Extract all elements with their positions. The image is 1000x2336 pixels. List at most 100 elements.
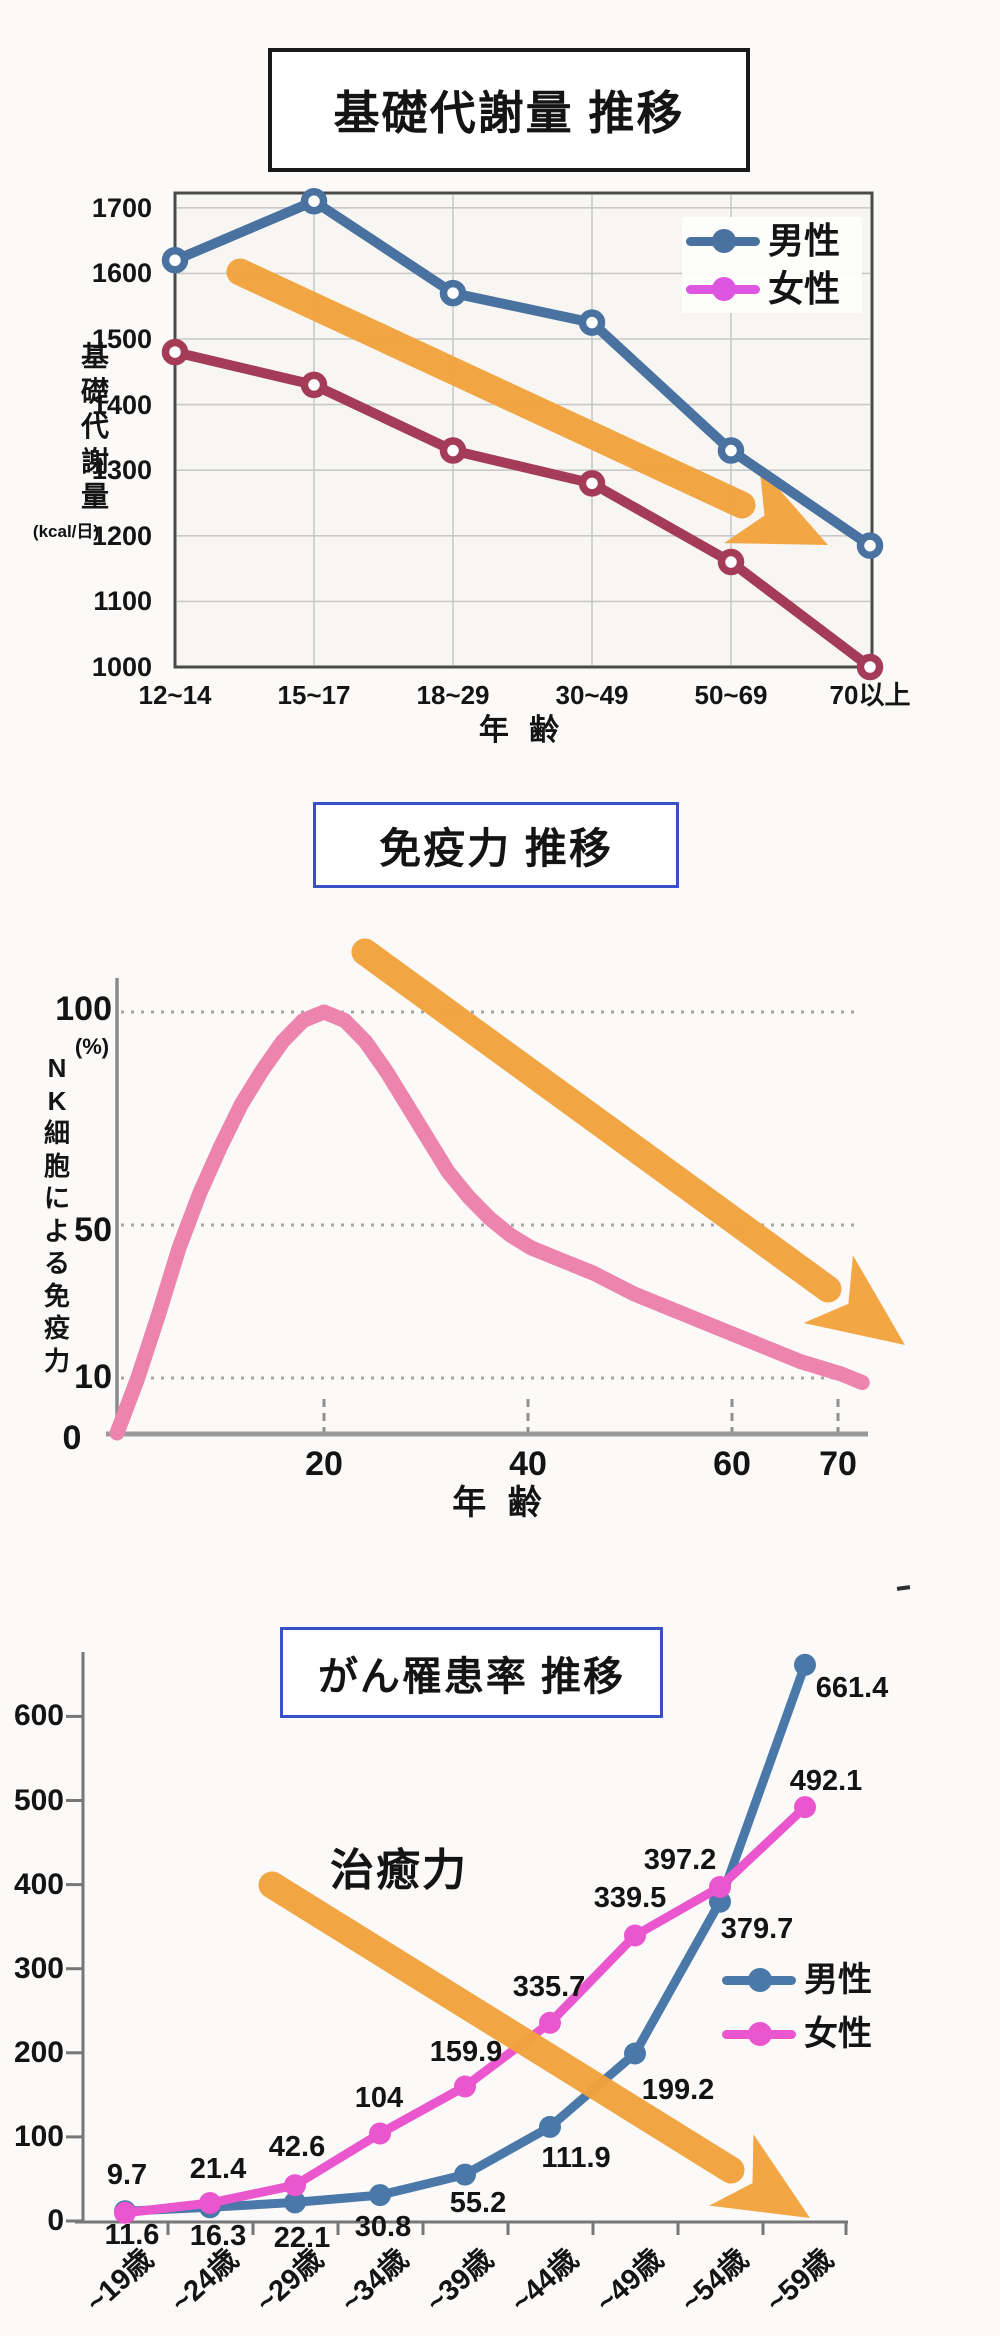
c1-x-tick-label: 12~14 (138, 680, 212, 710)
c3-female-data-label: 21.4 (189, 2153, 247, 2185)
c1-x-tick-label: 15~17 (277, 680, 351, 710)
c1-y-axis-title-char: 量 (80, 481, 109, 512)
c2-x-tick-label: 60 (713, 1445, 751, 1483)
chart1-y-unit-label: (kcal/日) (32, 522, 100, 541)
c3-female-point (284, 2174, 306, 2197)
c1-male-point (300, 187, 328, 215)
c3-female-point (624, 1924, 646, 1947)
c3-female-point (454, 2075, 476, 2098)
chart3-legend-male: 男性 (718, 1956, 888, 2004)
c3-y-tick-label: 600 (13, 1699, 64, 1733)
c1-y-tick-label: 1200 (91, 520, 152, 551)
c3-male-point (284, 2191, 306, 2214)
c3-trend-arrow (258, 1871, 745, 2184)
c2-y-axis-title-char: 力 (43, 1345, 70, 1376)
c1-male-point (717, 437, 745, 464)
c1-y-axis-title-char: 基 (80, 341, 109, 372)
chart3-legend-female-label: 女性 (804, 2015, 872, 2053)
c1-y-tick-label: 1400 (91, 389, 152, 420)
chart1-legend-female: 女性 (682, 265, 862, 313)
c1-male-point (856, 532, 884, 559)
c3-male-data-label: 111.9 (541, 2142, 611, 2174)
c3-female-point (199, 2192, 221, 2214)
c3-y-tick-label: 200 (13, 2035, 64, 2069)
c3-female-point (114, 2201, 136, 2224)
c1-y-tick-label: 1100 (93, 586, 152, 617)
c2-trend-arrow (351, 938, 842, 1303)
c3-male-data-label: 661.4 (815, 1672, 889, 1704)
c3-trend-arrow-head (709, 2134, 810, 2218)
c2-y-axis-title-char: 胞 (43, 1150, 70, 1181)
c2-y-axis-title-char: K (47, 1085, 67, 1116)
male-line-marker-icon (686, 217, 762, 265)
c1-x-tick-label: 70以上 (829, 680, 911, 710)
c2-immunity-curve (109, 1004, 870, 1441)
chart2-title: 免疫力 推移 (379, 824, 613, 872)
c1-y-tick-label: 1600 (91, 258, 152, 289)
c2-y-axis-title-char: 免 (43, 1280, 70, 1311)
c1-y-tick-label: 1000 (91, 652, 152, 682)
c2-y-axis-title-char: N (47, 1053, 67, 1083)
c2-x-tick-label: 40 (509, 1445, 547, 1483)
c3-male-point (794, 1653, 816, 1676)
c1-male-line (170, 196, 875, 551)
c1-female-point (856, 653, 884, 681)
c1-y-tick-label: 1500 (91, 324, 152, 354)
c1-trend-arrow (226, 258, 756, 519)
c2-y-axis-title-char: よ (43, 1215, 70, 1246)
c1-female-point (439, 437, 467, 464)
chart1-x-axis-title: 年 齢 (478, 714, 566, 747)
c2-x-tick-label: 0 (62, 1419, 82, 1457)
c3-female-point (794, 1796, 816, 1819)
chart3-legend-male-label: 男性 (804, 1961, 872, 1999)
c1-male-point (439, 279, 467, 307)
c3-male-data-label: 11.6 (104, 2219, 160, 2251)
c1-male-point (578, 309, 606, 336)
c2-y-tick-label: 50 (74, 1211, 112, 1249)
c1-y-axis-title-char: 代 (80, 411, 109, 442)
c1-trend-arrow-head (724, 466, 828, 545)
c1-y-tick-label: 1300 (91, 455, 152, 486)
c1-y-axis-title-char: 礎 (80, 376, 109, 407)
c1-x-tick-label: 50~69 (694, 680, 768, 710)
c1-male-point (161, 247, 189, 274)
chart3-title-box: がん罹患率 推移 (280, 1627, 663, 1718)
chart1-title-box: 基礎代謝量 推移 (268, 48, 750, 172)
c1-female-point (300, 371, 328, 399)
c3-male-data-label: 379.7 (720, 1913, 794, 1945)
c3-male-data-label: 55.2 (449, 2187, 507, 2219)
female-line-marker-icon (686, 265, 762, 313)
c3-female-point (539, 2011, 561, 2034)
c1-female-line (170, 347, 875, 672)
c1-female-point (578, 470, 606, 497)
c1-y-axis-title-char: 謝 (80, 446, 109, 477)
chart1-legend: 男性 女性 (682, 217, 862, 313)
c3-y-tick-label: 400 (13, 1867, 64, 1901)
chart2-title-box: 免疫力 推移 (313, 802, 679, 888)
chart1-title: 基礎代謝量 推移 (333, 87, 685, 139)
chart2-x-axis-title: 年 齢 (452, 1484, 548, 1522)
chart1-legend-male: 男性 (682, 217, 862, 265)
c3-female-data-label: 492.1 (789, 1765, 863, 1797)
c1-female-point (161, 338, 189, 366)
c3-y-tick-label: 100 (13, 2119, 64, 2153)
c3-y-tick-label: 300 (13, 1951, 64, 1985)
c3-female-data-label: 335.7 (512, 1971, 586, 2003)
c1-x-tick-label: 18~29 (416, 680, 490, 710)
c2-y-tick-label: 100 (55, 990, 112, 1028)
c2-trend-arrow-head (803, 1255, 905, 1345)
c2-x-tick-label: 70 (819, 1445, 857, 1483)
c3-y-tick-label: 500 (13, 1783, 64, 1817)
c3-female-data-label: 159.9 (429, 2036, 503, 2068)
c3-male-data-label: 199.2 (641, 2074, 715, 2106)
c3-female-data-label: 9.7 (106, 2159, 148, 2191)
chart1-legend-male-label: 男性 (768, 220, 841, 261)
c3-female-data-label: 339.5 (593, 1882, 667, 1914)
c3-male-data-label: 22.1 (273, 2222, 331, 2254)
chart3-legend-female: 女性 (718, 2010, 888, 2058)
c2-y-axis-title-char: 疫 (43, 1313, 70, 1343)
male-line-marker-icon (722, 1956, 798, 2004)
c3-female-point (709, 1876, 731, 1898)
c3-female-data-label: 104 (354, 2082, 404, 2114)
